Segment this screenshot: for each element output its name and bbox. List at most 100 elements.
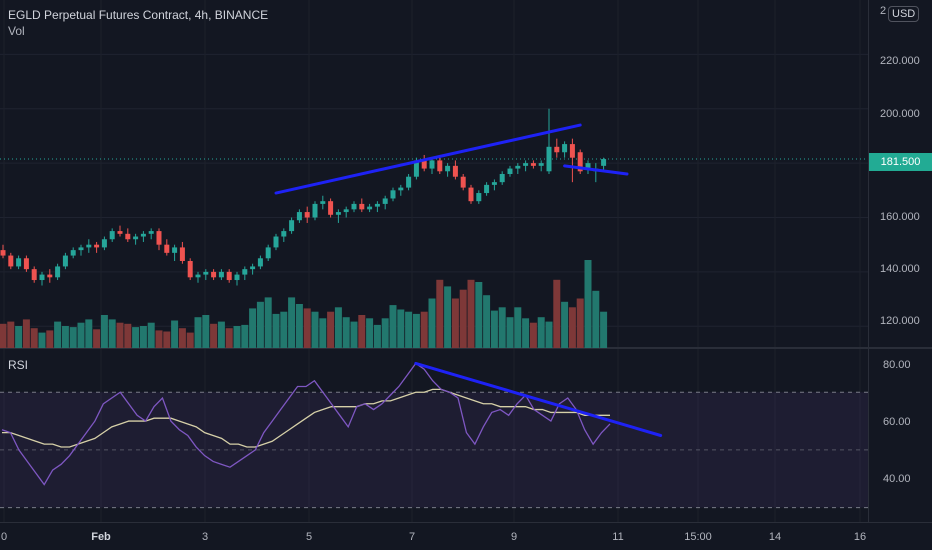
volume-bar <box>217 321 225 348</box>
volume-bar <box>147 322 155 348</box>
volume-bar <box>475 282 483 348</box>
volume-bar <box>225 328 233 348</box>
candle-body <box>218 271 224 278</box>
candle-body <box>515 165 521 169</box>
volume-bar <box>93 329 101 348</box>
volume-bar <box>459 289 467 348</box>
volume-bar <box>319 318 327 348</box>
candle-body <box>133 236 139 240</box>
volume-bar <box>444 286 452 348</box>
candle-body <box>374 203 380 207</box>
candle-body <box>117 231 123 234</box>
candle-body <box>523 163 529 166</box>
candle-body <box>234 274 240 281</box>
rsi-tick-label: 60.00 <box>883 416 911 428</box>
volume-bar <box>139 326 147 348</box>
volume-bar <box>77 322 85 348</box>
candle-body <box>94 244 100 248</box>
volume-bar <box>490 310 498 348</box>
volume-bar <box>342 317 350 348</box>
volume-bar <box>280 311 288 348</box>
candle-body <box>413 160 419 177</box>
volume-bar <box>303 308 311 348</box>
candle-body <box>156 231 162 245</box>
candle-body <box>452 165 458 177</box>
candle-body <box>507 168 513 174</box>
candle-body <box>31 269 37 281</box>
symbol-title[interactable]: EGLD Perpetual Futures Contract, 4h, BIN… <box>8 8 269 22</box>
candle-body <box>70 250 76 256</box>
price-trendlines[interactable] <box>274 123 629 195</box>
volume-bar <box>381 318 389 348</box>
volume-bar <box>506 317 514 348</box>
chart-legend: EGLD Perpetual Futures Contract, 4h, BIN… <box>8 7 268 39</box>
candle-body <box>530 163 536 166</box>
volume-bar <box>561 301 569 348</box>
candle-body <box>109 231 115 240</box>
time-tick-label: 7 <box>408 531 416 543</box>
candle-body <box>546 146 552 172</box>
volume-bar <box>233 326 241 348</box>
volume-bar <box>358 315 366 348</box>
candle-body <box>468 187 474 202</box>
price-trendline <box>274 123 582 195</box>
candle-body <box>211 271 217 278</box>
volume-bar <box>171 320 179 348</box>
volume-bar <box>514 307 522 348</box>
volume-bar <box>256 301 264 348</box>
candle-body <box>499 174 505 183</box>
candle-body <box>437 160 443 172</box>
price-tick-label-top-cut: 2 <box>880 5 887 17</box>
time-tick-label: 15:00 <box>684 531 712 543</box>
volume-bar <box>108 319 116 348</box>
candlesticks <box>0 108 607 286</box>
volume-bar <box>373 324 381 348</box>
volume-bar <box>451 298 459 348</box>
candle-body <box>172 247 178 253</box>
candle-body <box>101 239 107 248</box>
candle-body <box>203 271 209 275</box>
candle-body <box>78 247 84 251</box>
rsi-tick-label: 40.00 <box>883 473 911 485</box>
volume-bar <box>467 279 475 348</box>
candle-body <box>390 190 396 199</box>
candle-body <box>429 160 435 169</box>
candle-body <box>398 187 404 191</box>
currency-button[interactable]: USD <box>888 6 920 22</box>
volume-bar <box>38 332 46 348</box>
candle-body <box>312 203 318 218</box>
volume-bar <box>389 305 397 348</box>
volume-bar <box>311 311 319 348</box>
rsi-ma-line <box>2 388 610 448</box>
volume-bar <box>405 311 413 348</box>
price-tick-label: 120.000 <box>880 315 920 327</box>
candle-body <box>8 255 14 267</box>
volume-bar <box>545 321 553 348</box>
time-tick-label: 0 <box>0 531 8 543</box>
rsi-trendline[interactable] <box>414 361 663 437</box>
time-tick-label: Feb <box>91 531 111 543</box>
candle-body <box>445 165 451 172</box>
candle-body <box>569 144 575 158</box>
volume-bar <box>15 326 23 348</box>
volume-bar <box>295 304 303 348</box>
candle-body <box>179 247 185 261</box>
volume-bar <box>46 330 54 348</box>
volume-bar <box>537 317 545 348</box>
rsi-label[interactable]: RSI <box>8 358 29 372</box>
volume-bar <box>30 328 38 348</box>
volume-bar <box>194 317 202 348</box>
candle-body <box>265 247 271 259</box>
volume-bar <box>529 322 537 348</box>
candle-body <box>491 182 497 185</box>
candle-body <box>86 244 92 248</box>
candle-body <box>320 201 326 204</box>
volume-bar <box>186 332 194 348</box>
price-tick-label: 200.000 <box>880 108 920 120</box>
candle-body <box>148 231 154 234</box>
candle-body <box>125 233 131 240</box>
volume-bar <box>116 322 124 348</box>
candle-body <box>55 266 61 278</box>
volume-label[interactable]: Vol <box>8 24 25 38</box>
